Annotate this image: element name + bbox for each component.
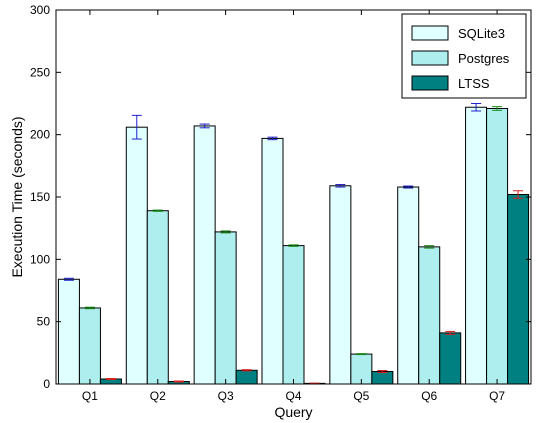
legend-swatch-postgres (411, 50, 449, 66)
x-tick-label: Q1 (82, 389, 98, 403)
y-tick-label: 200 (30, 128, 50, 142)
x-tick-label: Q6 (421, 389, 437, 403)
bar-postgres-q4 (282, 245, 305, 385)
x-tick-label: Q2 (150, 389, 166, 403)
legend-label-postgres: Postgres (458, 51, 510, 66)
x-tick-label: Q3 (218, 389, 234, 403)
y-tick-label: 300 (30, 3, 50, 17)
bar-sqlite3-q5 (329, 185, 352, 385)
bar-postgres-q1 (78, 307, 101, 385)
bar-ltss-q6 (439, 332, 462, 385)
bar-postgres-q3 (214, 231, 237, 385)
legend-swatch-ltss (411, 75, 449, 91)
bar-sqlite3-q3 (193, 125, 216, 385)
axes-layer: Q1 Q2 Q3 Q4 Q5 Q6 Q7 0 50 100 150 200 250 300 (30, 3, 531, 403)
y-tick-label: 0 (43, 377, 50, 391)
bar-postgres-q6 (418, 246, 441, 385)
y-tick-label: 100 (30, 252, 50, 266)
bar-ltss-q5 (371, 371, 394, 385)
bar-ltss-q3 (235, 369, 258, 385)
bar-sqlite3-q6 (397, 186, 420, 385)
legend: SQLite3 Postgres LTSS (401, 13, 527, 99)
y-tick-label: 150 (30, 190, 50, 204)
x-axis-label: Query (274, 404, 312, 420)
bar-ltss-q7 (507, 194, 530, 385)
y-tick-label: 250 (30, 65, 50, 79)
legend-label-ltss: LTSS (458, 76, 490, 91)
legend-label-sqlite3: SQLite3 (458, 26, 505, 41)
bars-layer (57, 106, 530, 385)
x-tick-label: Q5 (353, 389, 369, 403)
y-axis-label: Execution Time (seconds) (9, 116, 25, 277)
legend-swatch-sqlite3 (411, 25, 449, 41)
bar-postgres-q2 (146, 210, 169, 385)
x-tick-label: Q7 (489, 389, 505, 403)
bar-sqlite3-q1 (57, 278, 80, 385)
bar-sqlite3-q7 (465, 106, 488, 385)
x-tick-label: Q4 (285, 389, 301, 403)
y-tick-label: 50 (37, 315, 51, 329)
bar-sqlite3-q2 (125, 126, 148, 385)
bar-sqlite3-q4 (261, 137, 284, 385)
bar-postgres-q7 (486, 107, 509, 385)
